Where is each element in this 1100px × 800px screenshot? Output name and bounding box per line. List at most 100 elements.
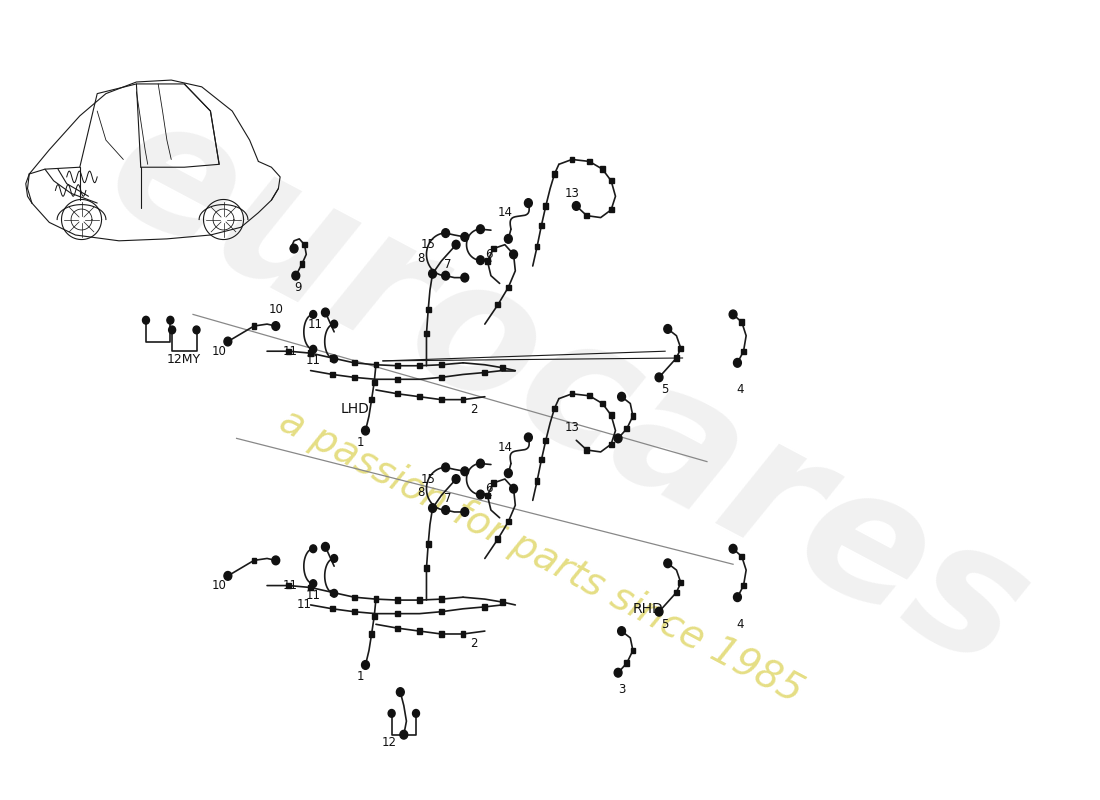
Circle shape bbox=[618, 626, 626, 635]
Circle shape bbox=[442, 229, 450, 238]
Text: 14: 14 bbox=[497, 441, 513, 454]
Bar bbox=[461, 397, 465, 402]
Circle shape bbox=[290, 244, 298, 253]
Bar bbox=[499, 599, 505, 605]
Bar bbox=[370, 631, 374, 637]
Bar bbox=[539, 457, 543, 462]
Text: 13: 13 bbox=[564, 187, 580, 200]
Bar bbox=[352, 360, 356, 366]
Text: 15: 15 bbox=[421, 473, 436, 486]
Circle shape bbox=[656, 607, 663, 616]
Bar bbox=[608, 178, 614, 183]
Circle shape bbox=[167, 316, 174, 324]
Circle shape bbox=[310, 545, 317, 553]
Bar bbox=[395, 391, 400, 397]
Bar bbox=[252, 558, 256, 563]
Bar bbox=[330, 590, 334, 595]
Bar bbox=[600, 401, 605, 406]
Text: 8: 8 bbox=[418, 252, 425, 265]
Bar bbox=[302, 242, 307, 247]
Bar bbox=[608, 207, 614, 213]
Circle shape bbox=[618, 392, 626, 401]
Bar bbox=[395, 626, 400, 631]
Circle shape bbox=[429, 504, 437, 513]
Circle shape bbox=[476, 490, 484, 499]
Circle shape bbox=[476, 256, 484, 265]
Circle shape bbox=[461, 508, 469, 516]
Text: 11: 11 bbox=[306, 589, 321, 602]
Text: 12MY: 12MY bbox=[167, 353, 201, 366]
Circle shape bbox=[525, 433, 532, 442]
Circle shape bbox=[656, 373, 663, 382]
Bar bbox=[552, 406, 557, 411]
Bar bbox=[370, 397, 374, 402]
Bar bbox=[439, 374, 443, 380]
Circle shape bbox=[505, 469, 513, 478]
Circle shape bbox=[729, 545, 737, 553]
Circle shape bbox=[310, 310, 317, 318]
Bar bbox=[425, 566, 429, 570]
Circle shape bbox=[388, 710, 395, 718]
Circle shape bbox=[331, 320, 338, 328]
Bar bbox=[426, 307, 430, 312]
Text: eurocares: eurocares bbox=[80, 77, 1055, 707]
Text: 11: 11 bbox=[283, 345, 298, 358]
Circle shape bbox=[272, 322, 279, 330]
Circle shape bbox=[192, 326, 200, 334]
Bar bbox=[674, 355, 679, 361]
Text: 6: 6 bbox=[485, 482, 493, 495]
Bar bbox=[352, 374, 356, 380]
Bar bbox=[252, 323, 256, 329]
Bar bbox=[439, 597, 443, 602]
Circle shape bbox=[461, 233, 469, 242]
Bar bbox=[439, 631, 443, 637]
Circle shape bbox=[442, 506, 450, 514]
Bar bbox=[584, 447, 590, 453]
Circle shape bbox=[224, 571, 232, 580]
Text: 15: 15 bbox=[421, 238, 436, 251]
Text: 10: 10 bbox=[211, 579, 227, 592]
Text: RHD: RHD bbox=[632, 602, 663, 616]
Bar bbox=[739, 319, 745, 325]
Bar bbox=[426, 542, 430, 546]
Circle shape bbox=[168, 326, 176, 334]
Text: 6: 6 bbox=[485, 248, 493, 261]
Bar bbox=[483, 370, 487, 375]
Bar bbox=[495, 537, 500, 542]
Bar bbox=[417, 394, 422, 399]
Bar bbox=[679, 346, 683, 351]
Circle shape bbox=[143, 316, 150, 324]
Bar bbox=[491, 480, 496, 486]
Bar bbox=[330, 372, 334, 377]
Circle shape bbox=[272, 556, 279, 565]
Circle shape bbox=[310, 580, 317, 587]
Circle shape bbox=[412, 710, 419, 718]
Bar bbox=[506, 519, 510, 524]
Bar bbox=[374, 362, 378, 367]
Text: 5: 5 bbox=[661, 383, 669, 397]
Bar bbox=[608, 413, 614, 418]
Text: 9: 9 bbox=[294, 281, 301, 294]
Circle shape bbox=[734, 593, 741, 602]
Text: 11: 11 bbox=[306, 354, 321, 367]
Text: 3: 3 bbox=[618, 682, 625, 696]
Bar bbox=[395, 611, 400, 616]
Circle shape bbox=[729, 310, 737, 318]
Circle shape bbox=[614, 668, 622, 677]
Bar bbox=[417, 598, 422, 602]
Circle shape bbox=[292, 271, 299, 280]
Circle shape bbox=[663, 559, 672, 568]
Bar bbox=[570, 391, 574, 397]
Bar bbox=[485, 493, 490, 498]
Circle shape bbox=[429, 270, 437, 278]
Bar bbox=[372, 614, 376, 619]
Bar bbox=[630, 414, 636, 418]
Circle shape bbox=[614, 434, 622, 442]
Bar bbox=[535, 478, 539, 484]
Text: 13: 13 bbox=[564, 422, 580, 434]
Bar bbox=[299, 262, 305, 266]
Bar bbox=[308, 585, 314, 590]
Bar bbox=[584, 213, 590, 218]
Bar bbox=[439, 609, 443, 614]
Bar bbox=[600, 166, 605, 172]
